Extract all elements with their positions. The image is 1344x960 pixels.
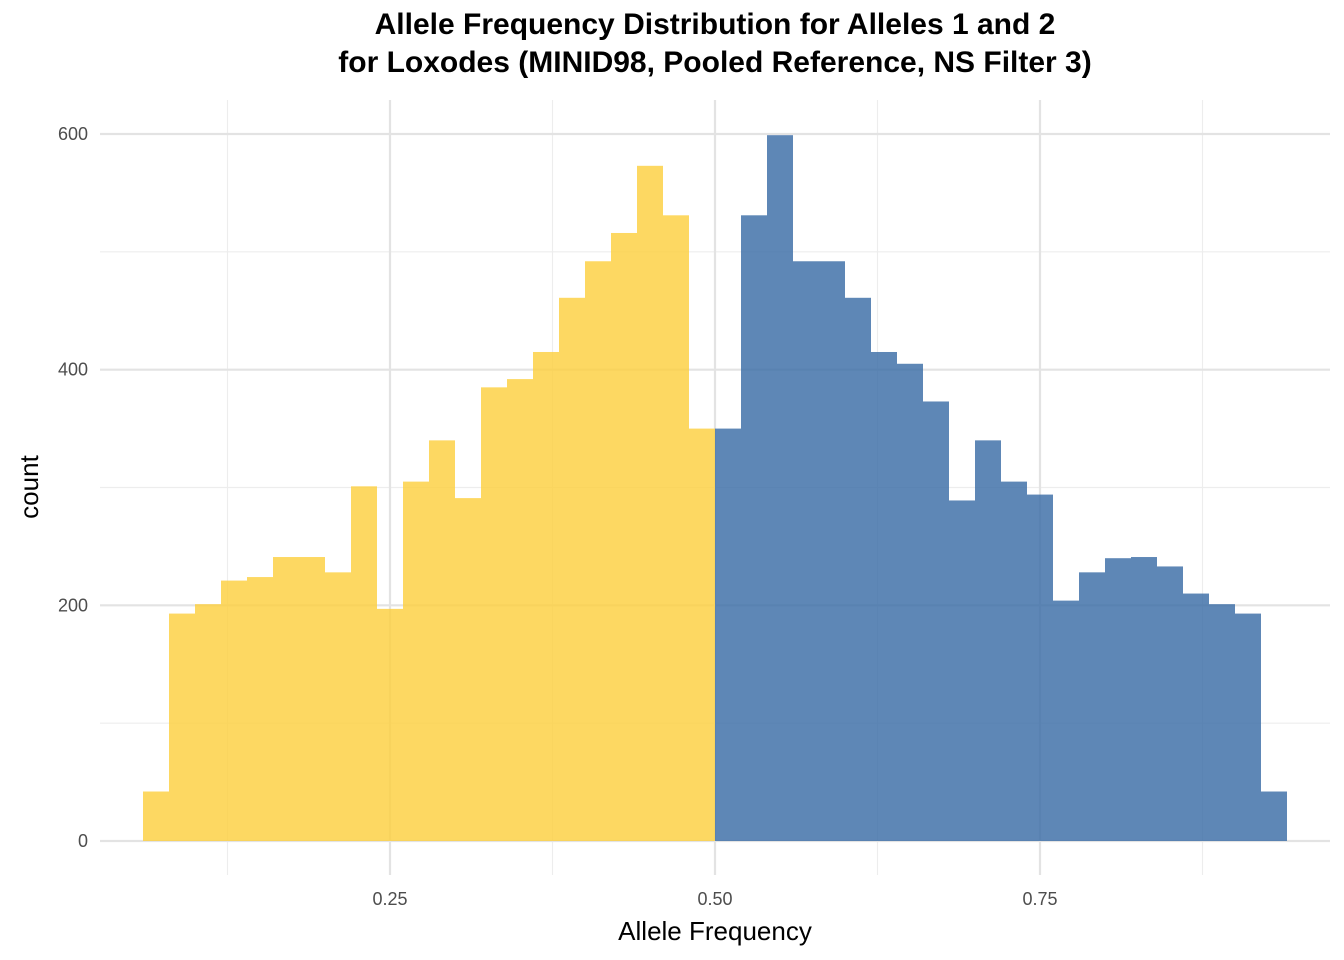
histogram-bar	[1001, 481, 1027, 841]
histogram-bar	[299, 557, 325, 841]
histogram-bar	[1027, 494, 1053, 841]
y-axis-label: count	[14, 454, 44, 518]
y-tick-label: 0	[78, 831, 88, 851]
y-tick-label: 600	[58, 124, 88, 144]
histogram-bar	[1235, 613, 1261, 841]
x-tick-label: 0.75	[1022, 889, 1057, 909]
histogram-bar	[533, 351, 559, 841]
chart-title-line-1: Allele Frequency Distribution for Allele…	[374, 8, 1056, 41]
histogram-bar	[819, 261, 845, 841]
histogram-bar	[1079, 572, 1105, 841]
histogram-bar	[897, 363, 923, 841]
histogram-bar	[585, 261, 611, 841]
histogram-bar	[637, 165, 663, 841]
histogram-bar	[351, 486, 377, 841]
histogram-bar	[845, 297, 871, 841]
histogram-bar	[325, 572, 351, 841]
histogram-bar	[455, 498, 481, 841]
histogram-bar	[481, 387, 507, 841]
histogram-bar	[195, 604, 221, 841]
histogram-bar	[767, 135, 793, 841]
histogram-bar	[1183, 593, 1209, 841]
histogram-bars	[143, 135, 1287, 842]
histogram-bar	[273, 557, 299, 841]
histogram-bar	[507, 379, 533, 841]
histogram-bar	[1105, 558, 1131, 841]
histogram-bar	[1053, 600, 1079, 841]
y-tick-label: 400	[58, 360, 88, 380]
histogram-bar	[429, 440, 455, 841]
histogram-bar	[169, 613, 195, 841]
x-tick-label: 0.50	[697, 889, 732, 909]
histogram-bar	[923, 401, 949, 841]
histogram-bar	[949, 500, 975, 841]
histogram-bar	[689, 428, 715, 841]
y-tick-label: 200	[58, 595, 88, 615]
histogram-bar	[715, 428, 741, 841]
histogram-bar	[1209, 604, 1235, 841]
x-axis-label: Allele Frequency	[618, 916, 812, 946]
x-tick-label: 0.25	[372, 889, 407, 909]
histogram-bar	[975, 440, 1001, 841]
histogram-bar	[1131, 557, 1157, 841]
histogram-bar	[377, 608, 403, 841]
histogram-bar	[793, 261, 819, 841]
histogram-bar	[247, 577, 273, 841]
histogram-bar	[871, 351, 897, 841]
histogram-bar	[403, 481, 429, 841]
histogram-bar	[1157, 566, 1183, 841]
histogram-bar	[663, 215, 689, 841]
axis-ticks: 0.25 0.50 0.75 0 200 400 600	[58, 124, 1058, 909]
histogram-bar	[1261, 791, 1287, 841]
histogram-bar	[559, 297, 585, 841]
histogram-bar	[221, 580, 247, 841]
histogram-bar	[611, 232, 637, 842]
chart-title-line-2: for Loxodes (MINID98, Pooled Reference, …	[338, 46, 1092, 79]
histogram-bar	[741, 215, 767, 841]
histogram-bar	[143, 791, 169, 841]
